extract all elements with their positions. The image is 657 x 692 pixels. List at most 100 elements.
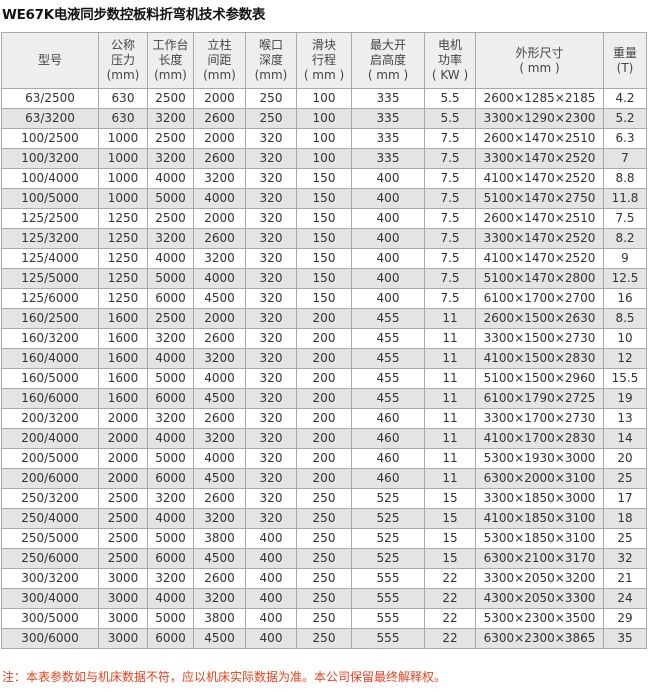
- table-row: 250/5000 2500 5000 3800 400 250 525 15 5300×1850…: [1, 528, 647, 549]
- table-row: 200/4000 2000 4000 3200 320 200 460 11 4100×1700…: [1, 428, 647, 449]
- table-cell: 5300×2300×3500: [475, 608, 604, 629]
- table-cell: 320: [245, 448, 297, 469]
- table-cell: 7.5: [424, 288, 476, 309]
- table-cell: 1250: [98, 208, 148, 229]
- table-cell: 4100×1470×2520: [475, 248, 604, 269]
- table-cell: 4000: [147, 428, 194, 449]
- table-cell: 4300×2050×3300: [475, 588, 604, 609]
- column-header-line: 外形尺寸: [515, 45, 564, 60]
- table-cell: 4000: [193, 268, 246, 289]
- table-row: 63/3200 630 3200 2600 250 100 335 5.5 3300×1290×…: [1, 108, 647, 129]
- table-cell: 250: [296, 528, 352, 549]
- table-cell: 200: [296, 468, 352, 489]
- column-header-line: ( mm ): [303, 68, 345, 82]
- table-cell: 1000: [98, 148, 148, 169]
- column-header-line: 电机: [437, 38, 462, 52]
- table-cell: 1600: [98, 388, 148, 409]
- table-cell: 2600×1285×2185: [475, 88, 604, 109]
- table-cell: 1250: [98, 228, 148, 249]
- table-cell: 320: [245, 348, 297, 369]
- table-cell: 200: [296, 348, 352, 369]
- table-cell: 5000: [147, 368, 194, 389]
- table-cell: 335: [351, 128, 425, 149]
- table-cell: 2600×1500×2630: [475, 308, 604, 329]
- table-cell: 25: [603, 528, 647, 549]
- table-cell: 335: [351, 88, 425, 109]
- table-cell: 150: [296, 228, 352, 249]
- table-cell: 1000: [98, 128, 148, 149]
- table-cell: 200: [296, 308, 352, 329]
- table-cell: 3000: [98, 608, 148, 629]
- table-cell: 455: [351, 388, 425, 409]
- model-cell: 125/5000: [1, 268, 99, 289]
- table-cell: 455: [351, 348, 425, 369]
- table-row: 160/6000 1600 6000 4500 320 200 455 11 6100×1790…: [1, 388, 647, 409]
- table-cell: 4500: [193, 388, 246, 409]
- table-row: 63/2500 630 2500 2000 250 100 335 5.5 2600×1285×…: [1, 88, 647, 109]
- table-row: 250/6000 2500 6000 4500 400 250 525 15 6300×2100…: [1, 548, 647, 569]
- model-cell: 200/3200: [1, 408, 99, 429]
- table-cell: 2500: [98, 528, 148, 549]
- table-cell: 8.2: [603, 228, 647, 249]
- table-row: 125/6000 1250 6000 4500 320 150 400 7.5 6100×170…: [1, 288, 647, 309]
- table-cell: 5.5: [424, 88, 476, 109]
- table-cell: 1600: [98, 368, 148, 389]
- table-cell: 525: [351, 528, 425, 549]
- table-cell: 150: [296, 168, 352, 189]
- model-cell: 63/3200: [1, 108, 99, 129]
- table-cell: 335: [351, 108, 425, 129]
- table-cell: 3000: [98, 628, 148, 649]
- table-cell: 555: [351, 588, 425, 609]
- table-cell: 5100×1500×2960: [475, 368, 604, 389]
- table-cell: 29: [603, 608, 647, 629]
- column-header: 重量 (T): [603, 32, 647, 89]
- column-header-line: 喉口: [258, 38, 283, 52]
- table-cell: 250: [296, 628, 352, 649]
- table-cell: 11: [424, 308, 476, 329]
- table-cell: 32: [603, 548, 647, 569]
- table-cell: 2600: [193, 228, 246, 249]
- table-cell: 250: [296, 608, 352, 629]
- table-cell: 3200: [147, 148, 194, 169]
- table-cell: 2000: [193, 308, 246, 329]
- column-header-line: 型号: [37, 53, 62, 67]
- table-cell: 7.5: [424, 148, 476, 169]
- column-header-line: ( mm ): [519, 60, 560, 75]
- model-cell: 100/2500: [1, 128, 99, 149]
- table-cell: 4.2: [603, 88, 647, 109]
- column-header-line: 启高度: [369, 53, 406, 67]
- table-cell: 7.5: [424, 188, 476, 209]
- table-row: 100/3200 1000 3200 2600 320 100 335 7.5 3300×147…: [1, 148, 647, 169]
- table-cell: 18: [603, 508, 647, 529]
- column-header-line: 间距: [207, 53, 232, 67]
- table-cell: 6000: [147, 288, 194, 309]
- table-cell: 5000: [147, 188, 194, 209]
- table-cell: 7.5: [603, 208, 647, 229]
- model-cell: 250/3200: [1, 488, 99, 509]
- table-row: 100/4000 1000 4000 3200 320 150 400 7.5 4100×147…: [1, 168, 647, 189]
- table-cell: 4500: [193, 628, 246, 649]
- table-cell: 15: [424, 508, 476, 529]
- table-cell: 2500: [147, 208, 194, 229]
- table-cell: 35: [603, 628, 647, 649]
- table-cell: 250: [245, 108, 297, 129]
- table-cell: 3200: [147, 568, 194, 589]
- table-cell: 100: [296, 88, 352, 109]
- table-cell: 5000: [147, 268, 194, 289]
- table-cell: 3200: [147, 488, 194, 509]
- model-cell: 160/6000: [1, 388, 99, 409]
- column-header-line: 长度: [158, 53, 183, 67]
- table-cell: 5000: [147, 528, 194, 549]
- table-cell: 3200: [147, 108, 194, 129]
- table-cell: 4000: [193, 188, 246, 209]
- table-cell: 14: [603, 428, 647, 449]
- table-cell: 400: [351, 208, 425, 229]
- table-cell: 460: [351, 408, 425, 429]
- table-cell: 6000: [147, 548, 194, 569]
- column-header-line: (mm): [106, 68, 140, 82]
- model-cell: 100/4000: [1, 168, 99, 189]
- table-row: 160/2500 1600 2500 2000 320 200 455 11 2600×1500…: [1, 308, 647, 329]
- table-cell: 3000: [98, 588, 148, 609]
- table-cell: 6100×1790×2725: [475, 388, 604, 409]
- model-cell: 125/2500: [1, 208, 99, 229]
